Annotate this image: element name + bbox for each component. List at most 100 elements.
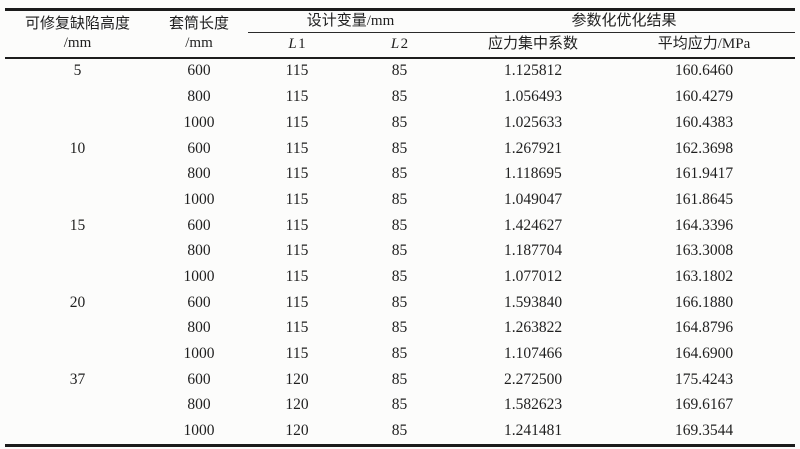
cell-l2: 85 — [391, 396, 408, 414]
cell-scf: 1.582623 — [503, 396, 563, 414]
cell-scf: 1.025633 — [503, 113, 563, 131]
table-body: 5 600 115 85 1.125812 160.6460 800 115 8… — [5, 58, 795, 446]
cell-l2: 85 — [391, 267, 408, 285]
table-row: 800 120 85 1.582623 169.6167 — [5, 392, 795, 418]
cell-sleeve-length: 800 — [187, 242, 211, 260]
cell-l2: 85 — [391, 139, 408, 157]
cell-l2: 85 — [391, 113, 408, 131]
cell-sleeve-length: 800 — [187, 396, 211, 414]
cell-sleeve-length: 1000 — [183, 345, 215, 362]
cell-avg-stress: 161.8645 — [674, 190, 734, 208]
cell-l1: 115 — [285, 216, 309, 234]
cell-l1: 115 — [285, 242, 309, 260]
cell-l1: 115 — [285, 190, 309, 208]
header-stress-concentration-factor: 应力集中系数 — [453, 32, 614, 59]
cell-l1: 115 — [285, 345, 309, 362]
cell-l1: 115 — [285, 293, 309, 311]
header-l1-index: 1 — [298, 36, 306, 53]
cell-l2: 85 — [391, 62, 408, 80]
cell-l2: 85 — [391, 216, 408, 234]
cell-scf: 1.593840 — [503, 293, 563, 311]
table-row: 1000 115 85 1.107466 164.6900 — [5, 341, 795, 367]
cell-scf: 1.107466 — [503, 345, 563, 362]
cell-scf: 1.241481 — [503, 422, 563, 440]
cell-defect-height: 37 — [69, 370, 86, 388]
cell-avg-stress: 163.3008 — [674, 242, 734, 260]
cell-scf: 2.272500 — [503, 370, 563, 388]
header-defect-height-unit: /mm — [63, 34, 92, 51]
cell-sleeve-length: 1000 — [183, 267, 215, 285]
cell-defect-height: 15 — [69, 216, 86, 234]
cell-sleeve-length: 600 — [187, 293, 211, 311]
table-row: 1000 120 85 1.241481 169.3544 — [5, 418, 795, 445]
header-l2-symbol: L — [390, 36, 400, 53]
cell-avg-stress: 160.4279 — [674, 88, 734, 106]
cell-scf: 1.263822 — [503, 319, 563, 337]
table-row: 800 115 85 1.118695 161.9417 — [5, 161, 795, 187]
table-row: 10 600 115 85 1.267921 162.3698 — [5, 136, 795, 162]
header-defect-height: 可修复缺陷高度 /mm — [5, 9, 150, 59]
cell-sleeve-length: 1000 — [183, 190, 215, 208]
cell-avg-stress: 164.6900 — [674, 345, 734, 362]
cell-l1: 120 — [285, 396, 309, 414]
cell-l1: 115 — [285, 113, 309, 131]
cell-defect-height: 10 — [69, 139, 86, 157]
cell-sleeve-length: 800 — [187, 88, 211, 106]
cell-l1: 115 — [285, 165, 309, 183]
cell-defect-height — [5, 238, 150, 264]
header-l1-symbol: L — [288, 36, 297, 53]
cell-l1: 115 — [285, 267, 309, 285]
cell-l1: 115 — [285, 319, 309, 337]
cell-avg-stress: 164.3396 — [674, 216, 734, 234]
cell-sleeve-length: 800 — [187, 319, 211, 337]
header-group-design-vars: 设计变量/mm — [248, 9, 454, 33]
cell-avg-stress: 166.1880 — [674, 293, 734, 311]
cell-sleeve-length: 600 — [187, 62, 211, 80]
cell-avg-stress: 161.9417 — [674, 165, 734, 183]
cell-l2: 85 — [391, 345, 408, 362]
cell-scf: 1.187704 — [503, 242, 563, 260]
cell-defect-height — [5, 392, 150, 418]
table-row: 15 600 115 85 1.424627 164.3396 — [5, 213, 795, 239]
cell-sleeve-length: 1000 — [183, 422, 215, 440]
cell-avg-stress: 164.8796 — [674, 319, 734, 337]
cell-avg-stress: 169.6167 — [674, 396, 734, 414]
cell-sleeve-length: 600 — [187, 370, 211, 388]
cell-avg-stress: 163.1802 — [674, 267, 734, 285]
cell-scf: 1.077012 — [503, 267, 563, 285]
cell-l2: 85 — [391, 293, 408, 311]
cell-l2: 85 — [391, 422, 408, 440]
cell-defect-height — [5, 110, 150, 136]
cell-scf: 1.049047 — [503, 190, 563, 208]
table-row: 5 600 115 85 1.125812 160.6460 — [5, 58, 795, 85]
cell-l2: 85 — [391, 242, 408, 260]
cell-sleeve-length: 800 — [187, 165, 211, 183]
cell-defect-height — [5, 187, 150, 213]
cell-l2: 85 — [391, 165, 408, 183]
cell-avg-stress: 162.3698 — [674, 139, 734, 157]
cell-defect-height — [5, 161, 150, 187]
table-row: 1000 115 85 1.077012 163.1802 — [5, 264, 795, 290]
cell-l1: 115 — [285, 62, 309, 80]
table-row: 800 115 85 1.263822 164.8796 — [5, 315, 795, 341]
cell-avg-stress: 160.4383 — [674, 113, 734, 131]
table-row: 800 115 85 1.187704 163.3008 — [5, 238, 795, 264]
cell-defect-height — [5, 418, 150, 445]
cell-scf: 1.056493 — [503, 88, 563, 106]
cell-scf: 1.267921 — [503, 139, 563, 157]
cell-l2: 85 — [391, 370, 408, 388]
cell-scf: 1.118695 — [504, 165, 562, 183]
header-row-groups: 可修复缺陷高度 /mm 套筒长度 /mm 设计变量/mm 参数化优化结果 — [5, 9, 796, 59]
header-l2-index: 2 — [400, 36, 409, 53]
header-defect-height-line1: 可修复缺陷高度 — [24, 16, 130, 32]
cell-scf: 1.125812 — [503, 62, 563, 80]
table-row: 800 115 85 1.056493 160.4279 — [5, 84, 795, 110]
cell-defect-height — [5, 341, 150, 367]
cell-defect-height: 5 — [73, 62, 82, 80]
header-average-stress: 平均应力/MPa — [613, 32, 796, 59]
